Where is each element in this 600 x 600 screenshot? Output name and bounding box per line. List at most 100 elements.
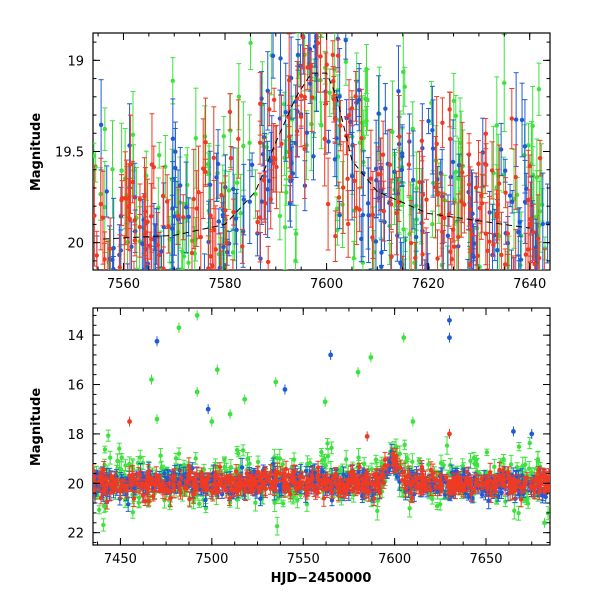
blue-data-point <box>240 229 246 234</box>
green-data-point <box>247 140 252 145</box>
green-data-point <box>187 294 191 298</box>
red-data-point <box>265 259 271 265</box>
red-data-point <box>473 185 479 190</box>
green-data-point <box>351 255 356 261</box>
green-data-point <box>169 309 173 313</box>
red-data-point <box>394 210 399 216</box>
green-data-point <box>537 209 543 214</box>
red-data-point <box>497 319 501 323</box>
red-data-point <box>357 207 362 212</box>
green-data-point <box>529 470 534 475</box>
red-data-point <box>203 140 208 145</box>
blue-data-point <box>231 186 236 192</box>
green-data-point <box>176 451 182 456</box>
red-data-point <box>506 270 510 274</box>
red-data-point <box>203 287 207 291</box>
red-data-point <box>419 138 425 143</box>
red-data-point <box>161 266 166 270</box>
red-data-point <box>435 256 440 261</box>
blue-data-point <box>471 254 476 260</box>
green-data-point <box>390 129 395 135</box>
green-data-point <box>414 186 419 191</box>
red-data-point <box>509 116 515 121</box>
green-data-point <box>234 447 240 453</box>
red-data-point <box>302 94 307 100</box>
red-data-point <box>462 202 467 207</box>
green-data-point <box>160 467 165 472</box>
red-data-point <box>315 7 319 11</box>
blue-data-point <box>287 201 293 206</box>
red-data-point <box>434 141 439 147</box>
green-data-point <box>125 239 130 245</box>
top-data-marks <box>93 0 550 359</box>
red-data-point <box>491 242 496 248</box>
x-tick-label: 7560 <box>107 277 140 292</box>
green-data-point <box>442 198 448 203</box>
blue-data-point <box>307 47 313 52</box>
green-data-point <box>527 440 532 446</box>
red-data-point <box>107 246 113 251</box>
green-data-point <box>222 464 227 470</box>
green-data-point <box>238 210 243 216</box>
red-data-point <box>388 202 394 207</box>
blue-data-point <box>306 16 310 20</box>
blue-data-point <box>221 244 226 250</box>
green-data-point <box>526 466 532 471</box>
red-data-point <box>543 329 547 333</box>
green-data-point <box>218 311 222 315</box>
blue-data-point <box>471 241 477 246</box>
red-data-point <box>396 200 401 205</box>
green-data-point <box>275 456 280 461</box>
red-data-point <box>271 155 276 161</box>
red-data-point <box>489 168 495 173</box>
blue-data-point <box>395 233 400 238</box>
red-data-point <box>255 219 260 225</box>
red-data-point <box>420 252 425 257</box>
red-data-point <box>313 0 317 3</box>
red-data-point <box>119 197 124 203</box>
x-tick-label: 7600 <box>310 277 343 292</box>
blue-data-point <box>247 199 252 204</box>
top-model-curve <box>103 72 530 240</box>
green-data-point <box>167 503 172 508</box>
blue-data-point <box>337 94 342 99</box>
red-data-point <box>214 330 218 334</box>
blue-data-point <box>376 111 381 116</box>
red-data-point <box>150 286 154 290</box>
blue-data-point <box>126 296 130 300</box>
green-data-point <box>453 169 459 175</box>
green-data-point <box>407 506 412 511</box>
red-data-point <box>532 262 537 267</box>
green-data-point <box>430 349 434 353</box>
green-data-point <box>293 231 299 236</box>
red-data-point <box>406 162 412 167</box>
green-data-point <box>247 461 252 466</box>
red-data-point <box>287 134 292 139</box>
red-data-point <box>359 136 364 141</box>
green-data-point <box>236 94 242 99</box>
red-data-point <box>456 234 461 240</box>
green-data-point <box>117 446 122 451</box>
blue-data-point <box>357 87 362 93</box>
blue-data-point <box>176 355 180 359</box>
green-data-point <box>539 202 545 208</box>
blue-data-point <box>379 264 384 270</box>
blue-data-point <box>110 257 115 263</box>
blue-data-point <box>278 56 283 61</box>
red-data-point <box>201 166 206 171</box>
red-data-point <box>440 229 445 235</box>
blue-data-point <box>153 268 158 270</box>
blue-data-point <box>140 241 145 246</box>
blue-data-point <box>528 303 532 307</box>
red-data-point <box>537 156 543 161</box>
red-data-point <box>286 78 292 83</box>
blue-data-point <box>392 169 397 175</box>
red-data-point <box>127 217 133 222</box>
red-data-point <box>474 281 478 285</box>
green-data-point <box>502 80 507 86</box>
red-data-point <box>305 65 310 70</box>
red-data-point <box>460 170 465 175</box>
blue-data-point <box>337 212 342 218</box>
blue-data-point <box>378 165 384 170</box>
